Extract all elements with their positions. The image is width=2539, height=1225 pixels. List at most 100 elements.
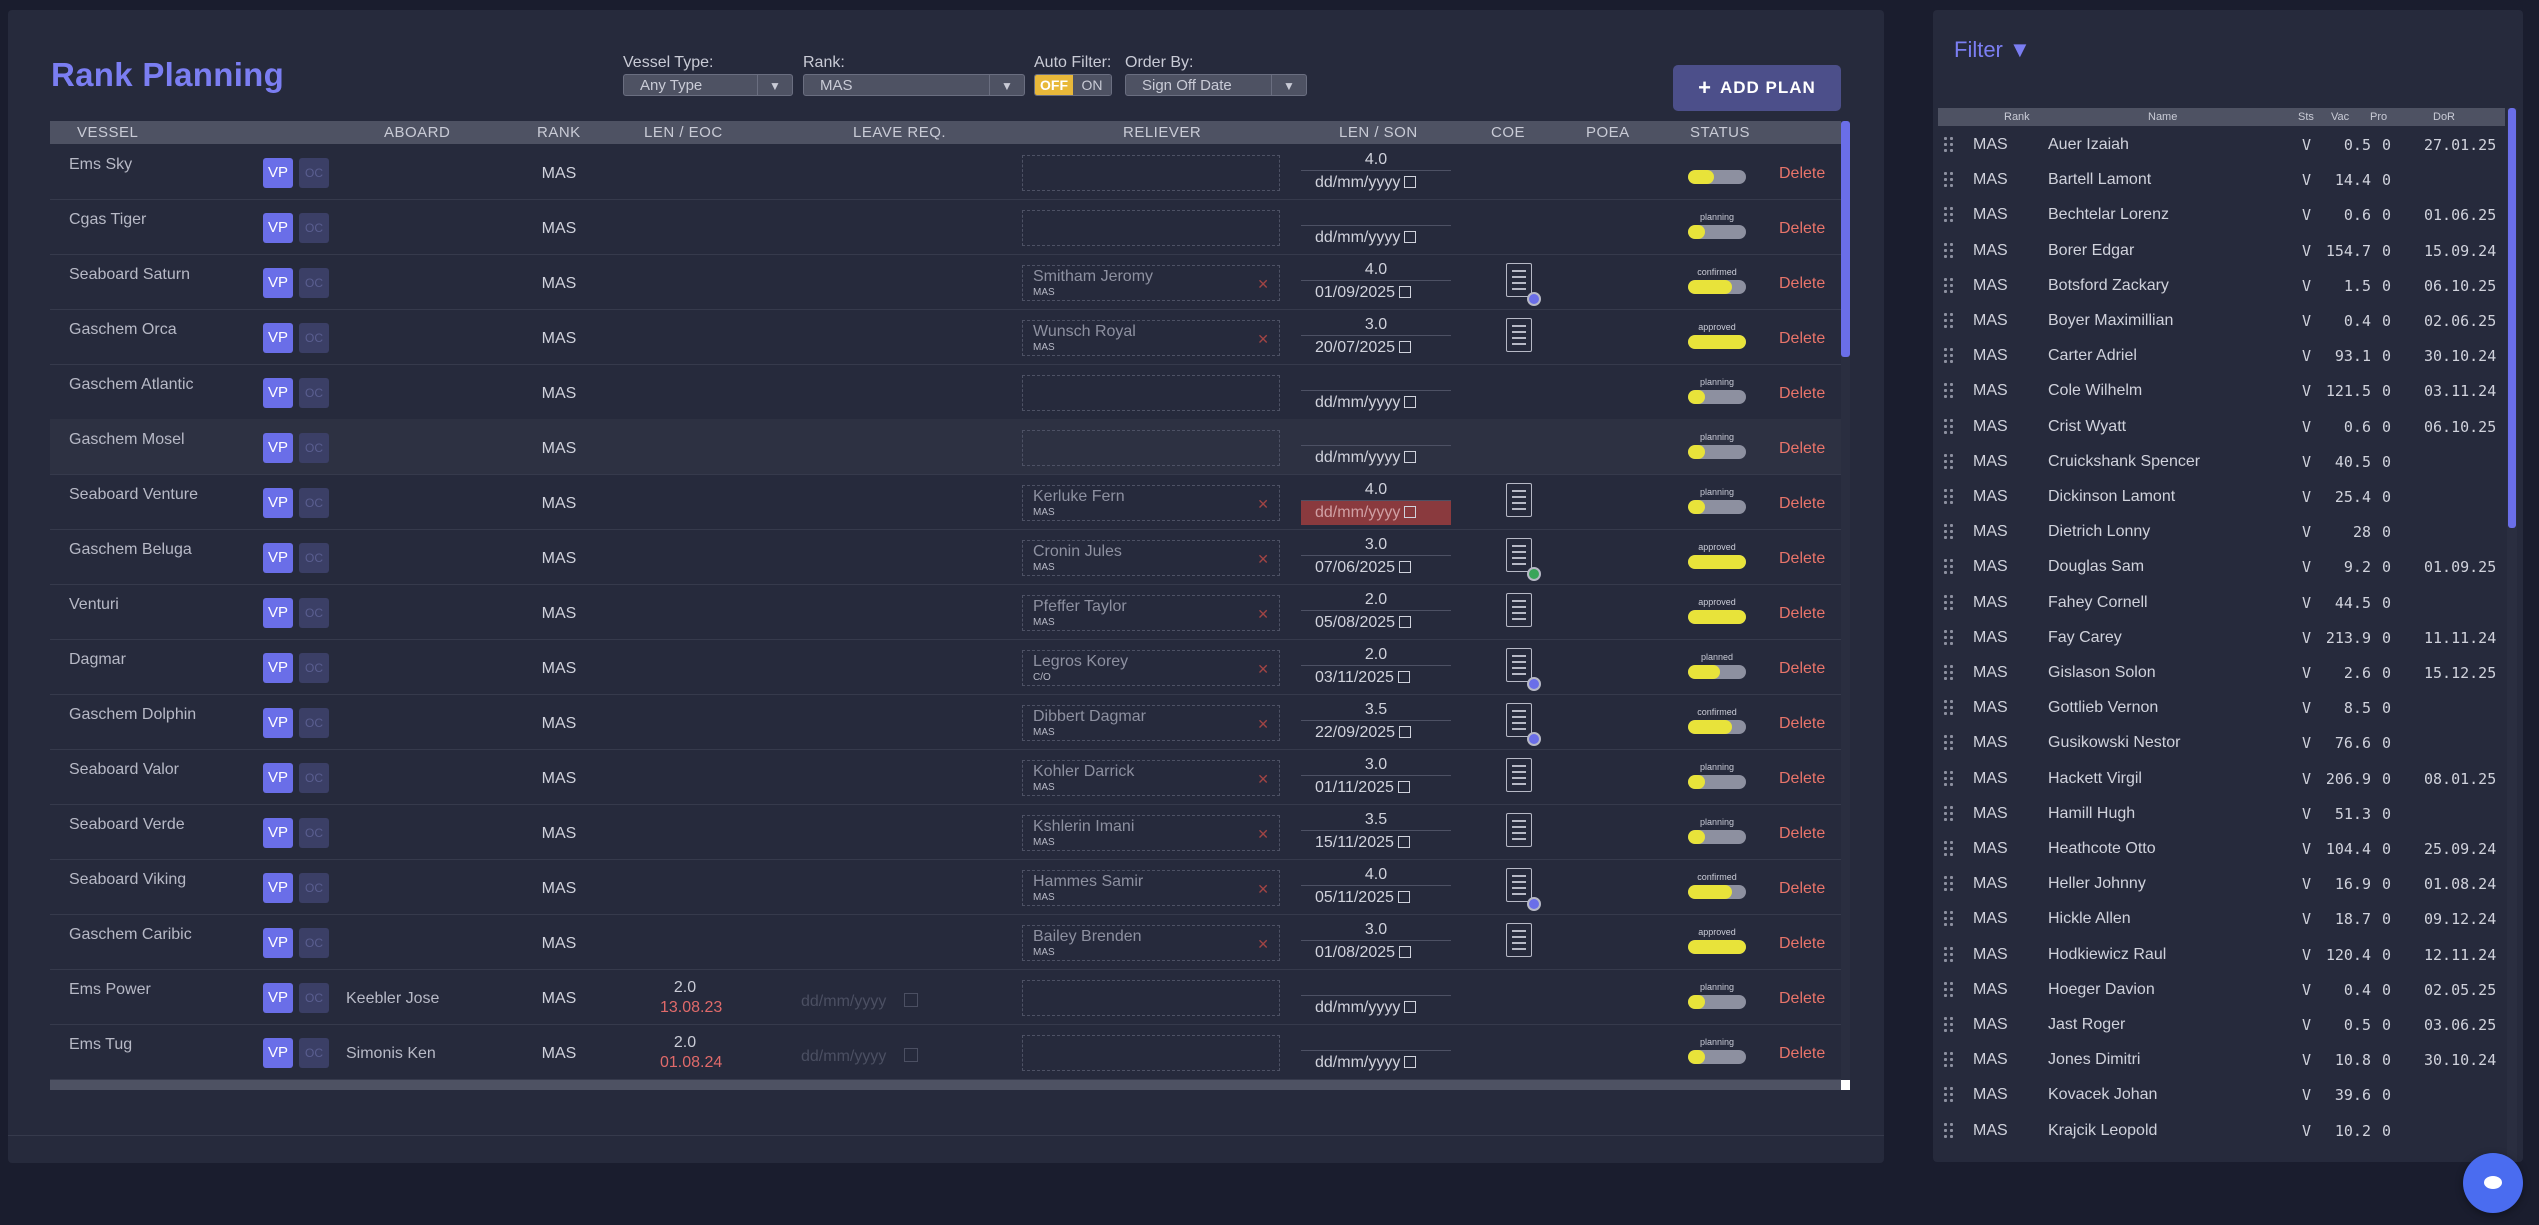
vp-button[interactable]: VP (263, 1038, 293, 1068)
remove-icon[interactable]: ✕ (1257, 826, 1269, 842)
vessel-name[interactable]: Cgas Tiger (69, 211, 147, 228)
vp-button[interactable]: VP (263, 708, 293, 738)
add-plan-button[interactable]: + ADD PLAN (1673, 65, 1841, 111)
calendar-icon[interactable] (1397, 781, 1410, 793)
drag-handle-icon[interactable] (1944, 946, 1954, 963)
crew-list-item[interactable]: MAS Hodkiewicz Raul V 120.4 0 12.11.24 (1938, 938, 2505, 973)
vp-button[interactable]: VP (263, 158, 293, 188)
vp-button[interactable]: VP (263, 378, 293, 408)
status-indicator[interactable]: confirmed (1688, 871, 1746, 899)
crew-list-item[interactable]: MAS Carter Adriel V 93.1 0 30.10.24 (1938, 339, 2505, 374)
calendar-icon[interactable] (1404, 396, 1417, 408)
status-indicator[interactable]: confirmed (1688, 706, 1746, 734)
vessel-name[interactable]: Venturi (69, 596, 119, 613)
status-indicator[interactable]: planning (1688, 981, 1746, 1009)
calendar-icon[interactable] (1404, 231, 1417, 243)
table-horizontal-scrollbar[interactable] (50, 1080, 1841, 1090)
crew-list-scroll-thumb[interactable] (2508, 108, 2516, 528)
vp-button[interactable]: VP (263, 433, 293, 463)
delete-link[interactable]: Delete (1779, 440, 1826, 457)
auto-filter-on[interactable]: ON (1073, 75, 1111, 95)
delete-link[interactable]: Delete (1779, 1045, 1826, 1062)
calendar-icon[interactable] (1404, 506, 1417, 518)
reliever-slot[interactable] (1022, 1035, 1280, 1071)
delete-link[interactable]: Delete (1779, 990, 1826, 1007)
document-icon[interactable] (1506, 593, 1532, 627)
status-indicator[interactable]: planning (1688, 761, 1746, 789)
son-date-input[interactable]: dd/mm/yyyy (1301, 1051, 1451, 1075)
oc-button[interactable]: OC (299, 653, 329, 683)
status-indicator[interactable]: planning (1688, 486, 1746, 514)
oc-button[interactable]: OC (299, 433, 329, 463)
calendar-icon[interactable] (1399, 286, 1412, 298)
remove-icon[interactable]: ✕ (1257, 276, 1269, 292)
son-date-input[interactable]: dd/mm/yyyy (1301, 996, 1451, 1020)
oc-button[interactable]: OC (299, 928, 329, 958)
reliever-slot[interactable] (1022, 430, 1280, 466)
drag-handle-icon[interactable] (1944, 348, 1954, 364)
reliever-slot[interactable] (1022, 980, 1280, 1016)
oc-button[interactable]: OC (299, 488, 329, 518)
crew-list-item[interactable]: MAS Auer Izaiah V 0.5 0 27.01.25 (1938, 128, 2505, 163)
crew-list-item[interactable]: MAS Jast Roger V 0.5 0 03.06.25 (1938, 1008, 2505, 1043)
header-pro[interactable]: Pro (2370, 111, 2388, 123)
delete-link[interactable]: Delete (1779, 715, 1826, 732)
drag-handle-icon[interactable] (1944, 629, 1954, 646)
crew-list-item[interactable]: MAS Dietrich Lonny V 28 0 (1938, 515, 2505, 550)
header-sts[interactable]: Sts (2298, 111, 2314, 123)
oc-button[interactable]: OC (299, 708, 329, 738)
header-len-eoc[interactable]: LEN / EOC (644, 124, 723, 141)
header-vac[interactable]: Vac (2331, 111, 2350, 123)
drag-handle-icon[interactable] (1944, 524, 1954, 540)
crew-list-item[interactable]: MAS Bechtelar Lorenz V 0.6 0 01.06.25 (1938, 198, 2505, 233)
son-date-input[interactable]: dd/mm/yyyy (1301, 391, 1451, 415)
drag-handle-icon[interactable] (1944, 735, 1954, 751)
son-date-input[interactable]: dd/mm/yyyy (1301, 171, 1451, 195)
drag-handle-icon[interactable] (1944, 242, 1954, 259)
crew-list-item[interactable]: MAS Gottlieb Vernon V 8.5 0 (1938, 691, 2505, 726)
crew-list-item[interactable]: MAS Bartell Lamont V 14.4 0 (1938, 163, 2505, 198)
drag-handle-icon[interactable] (1944, 594, 1954, 611)
remove-icon[interactable]: ✕ (1257, 936, 1269, 952)
vp-button[interactable]: VP (263, 323, 293, 353)
calendar-icon[interactable] (1397, 671, 1410, 683)
reliever-slot[interactable]: Cronin Jules MAS ✕ (1022, 540, 1280, 576)
vp-button[interactable]: VP (263, 488, 293, 518)
vp-button[interactable]: VP (263, 543, 293, 573)
crew-list-item[interactable]: MAS Krajcik Leopold V 10.2 0 (1938, 1114, 2505, 1149)
header-rank[interactable]: Rank (2004, 111, 2030, 123)
oc-button[interactable]: OC (299, 268, 329, 298)
document-icon[interactable] (1506, 538, 1541, 581)
header-dor[interactable]: DoR (2433, 111, 2456, 123)
status-indicator[interactable]: approved (1688, 541, 1746, 569)
crew-list-item[interactable]: MAS Hackett Virgil V 206.9 0 08.01.25 (1938, 762, 2505, 797)
delete-link[interactable]: Delete (1779, 220, 1826, 237)
remove-icon[interactable]: ✕ (1257, 331, 1269, 347)
status-indicator[interactable] (1688, 156, 1746, 184)
drag-handle-icon[interactable] (1944, 1017, 1954, 1033)
drag-handle-icon[interactable] (1944, 277, 1954, 294)
calendar-icon[interactable] (1404, 1001, 1417, 1013)
crew-list-item[interactable]: MAS Cole Wilhelm V 121.5 0 03.11.24 (1938, 374, 2505, 409)
vessel-name[interactable]: Seaboard Verde (69, 816, 185, 833)
vessel-type-select[interactable]: Any Type ▼ (623, 74, 793, 96)
reliever-slot[interactable]: Smitham Jeromy MAS ✕ (1022, 265, 1280, 301)
oc-button[interactable]: OC (299, 543, 329, 573)
header-vessel[interactable]: VESSEL (77, 124, 139, 141)
remove-icon[interactable]: ✕ (1257, 496, 1269, 512)
header-status[interactable]: STATUS (1690, 124, 1750, 141)
vessel-name[interactable]: Seaboard Saturn (69, 266, 190, 283)
calendar-icon[interactable] (1399, 341, 1412, 353)
drag-handle-icon[interactable] (1944, 1122, 1954, 1139)
vessel-name[interactable]: Seaboard Venture (69, 486, 198, 503)
remove-icon[interactable]: ✕ (1257, 551, 1269, 567)
document-icon[interactable] (1506, 648, 1541, 691)
reliever-slot[interactable] (1022, 210, 1280, 246)
document-icon[interactable] (1506, 868, 1541, 911)
delete-link[interactable]: Delete (1779, 495, 1826, 512)
crew-list-item[interactable]: MAS Hoeger Davion V 0.4 0 02.05.25 (1938, 973, 2505, 1008)
auto-filter-toggle[interactable]: OFF ON (1034, 74, 1112, 96)
table-vertical-scrollbar[interactable] (1841, 121, 1850, 1083)
calendar-icon[interactable] (1397, 836, 1410, 848)
son-date-input[interactable]: dd/mm/yyyy (1301, 446, 1451, 470)
